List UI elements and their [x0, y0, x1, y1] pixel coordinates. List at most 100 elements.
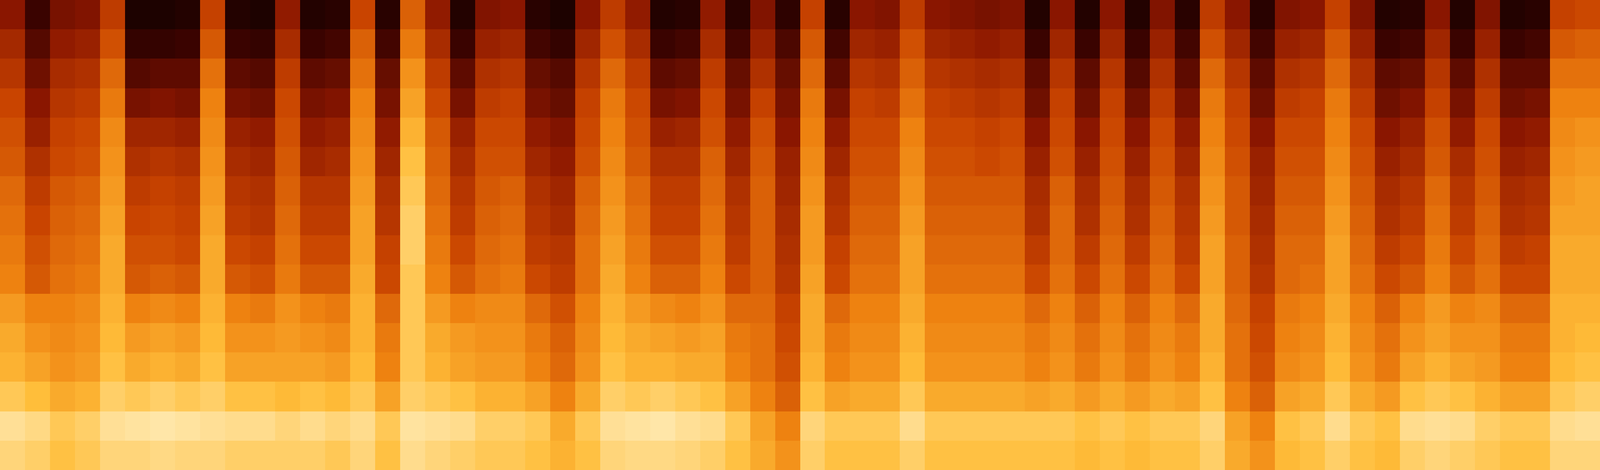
heatmap-cell: [1324, 381, 1351, 412]
heatmap-cell: [750, 0, 776, 30]
heatmap-cell: [1099, 117, 1126, 148]
heatmap-cell: [25, 235, 51, 265]
heatmap-cell: [1574, 205, 1600, 236]
heatmap-cell: [1274, 235, 1301, 265]
heatmap-cell: [824, 381, 851, 412]
heatmap-cell: [1374, 322, 1401, 353]
heatmap-cell: [750, 264, 776, 295]
heatmap-cell: [1499, 352, 1526, 383]
heatmap-cell: [1274, 205, 1301, 236]
heatmap-cell: [475, 205, 501, 236]
heatmap-cell: [1349, 264, 1376, 295]
heatmap-cell: [725, 176, 751, 206]
heatmap-cell: [325, 440, 351, 470]
heatmap-cell: [0, 88, 26, 119]
heatmap-cell: [1549, 381, 1576, 412]
heatmap-cell: [775, 117, 801, 148]
heatmap-cell: [874, 264, 901, 295]
heatmap-cell: [1149, 0, 1176, 30]
heatmap-cell: [300, 146, 326, 177]
heatmap-cell: [625, 264, 651, 295]
heatmap-cell: [75, 117, 101, 148]
heatmap-cell: [675, 264, 701, 295]
heatmap-cell: [0, 29, 26, 60]
heatmap-cell: [400, 235, 426, 265]
heatmap-cell: [1499, 322, 1526, 353]
heatmap-cell: [1474, 88, 1501, 119]
heatmap-cell: [949, 293, 976, 324]
heatmap-cell: [775, 293, 801, 324]
heatmap-cell: [500, 117, 526, 148]
heatmap-cell: [275, 58, 301, 89]
heatmap-cell: [1474, 293, 1501, 324]
heatmap-cell: [550, 176, 576, 206]
heatmap-cell: [175, 88, 201, 119]
heatmap-cell: [1524, 440, 1551, 470]
heatmap-cell: [650, 322, 676, 353]
heatmap-cell: [1174, 88, 1201, 119]
heatmap-cell: [425, 146, 451, 177]
heatmap-cell: [949, 352, 976, 383]
heatmap-cell: [625, 352, 651, 383]
heatmap-cell: [1574, 146, 1600, 177]
heatmap-cell: [1099, 352, 1126, 383]
heatmap-cell: [924, 381, 951, 412]
heatmap-cell: [0, 322, 26, 353]
heatmap-cell: [200, 29, 226, 60]
heatmap-cell: [50, 146, 76, 177]
heatmap-cell: [1424, 117, 1451, 148]
heatmap-cell: [1074, 29, 1101, 60]
heatmap-cell: [1324, 29, 1351, 60]
heatmap-cell: [75, 352, 101, 383]
heatmap-cell: [600, 381, 626, 412]
heatmap-cell: [1174, 235, 1201, 265]
heatmap-cell: [1474, 440, 1501, 470]
heatmap-cell: [1324, 293, 1351, 324]
heatmap-cell: [1124, 29, 1151, 60]
heatmap-cell: [525, 0, 551, 30]
heatmap-cell: [1299, 352, 1326, 383]
heatmap-cell: [625, 440, 651, 470]
heatmap-cell: [800, 440, 826, 470]
heatmap-cell: [375, 58, 401, 89]
heatmap-cell: [700, 58, 726, 89]
heatmap-cell: [1549, 117, 1576, 148]
heatmap-cell: [874, 322, 901, 353]
heatmap-cell: [75, 58, 101, 89]
heatmap-cell: [300, 88, 326, 119]
heatmap-cell: [700, 352, 726, 383]
heatmap-cell: [1024, 88, 1051, 119]
heatmap-cell: [1424, 264, 1451, 295]
heatmap-cell: [999, 322, 1026, 353]
heatmap-cell: [800, 293, 826, 324]
heatmap-cell: [1474, 146, 1501, 177]
heatmap-cell: [625, 146, 651, 177]
heatmap-cell: [650, 293, 676, 324]
heatmap-cell: [400, 117, 426, 148]
heatmap-cell: [800, 411, 826, 442]
heatmap-cell: [700, 205, 726, 236]
heatmap-cell: [1449, 264, 1476, 295]
heatmap-cell: [550, 293, 576, 324]
heatmap-cell: [125, 0, 151, 30]
heatmap-cell: [800, 322, 826, 353]
heatmap-cell: [1524, 381, 1551, 412]
heatmap-cell: [275, 0, 301, 30]
heatmap-cell: [125, 88, 151, 119]
heatmap-cell: [824, 29, 851, 60]
heatmap-cell: [1124, 264, 1151, 295]
heatmap-cell: [275, 146, 301, 177]
heatmap-cell: [1349, 29, 1376, 60]
heatmap-cell: [50, 0, 76, 30]
heatmap-cell: [974, 440, 1001, 470]
heatmap-cell: [1324, 176, 1351, 206]
heatmap-cell: [874, 205, 901, 236]
heatmap-cell: [250, 146, 276, 177]
heatmap-cell: [1099, 0, 1126, 30]
heatmap-cell: [800, 205, 826, 236]
heatmap-cell: [650, 0, 676, 30]
heatmap-cell: [1174, 176, 1201, 206]
heatmap-cell: [1549, 293, 1576, 324]
heatmap-cell: [150, 29, 176, 60]
heatmap-cell: [675, 58, 701, 89]
